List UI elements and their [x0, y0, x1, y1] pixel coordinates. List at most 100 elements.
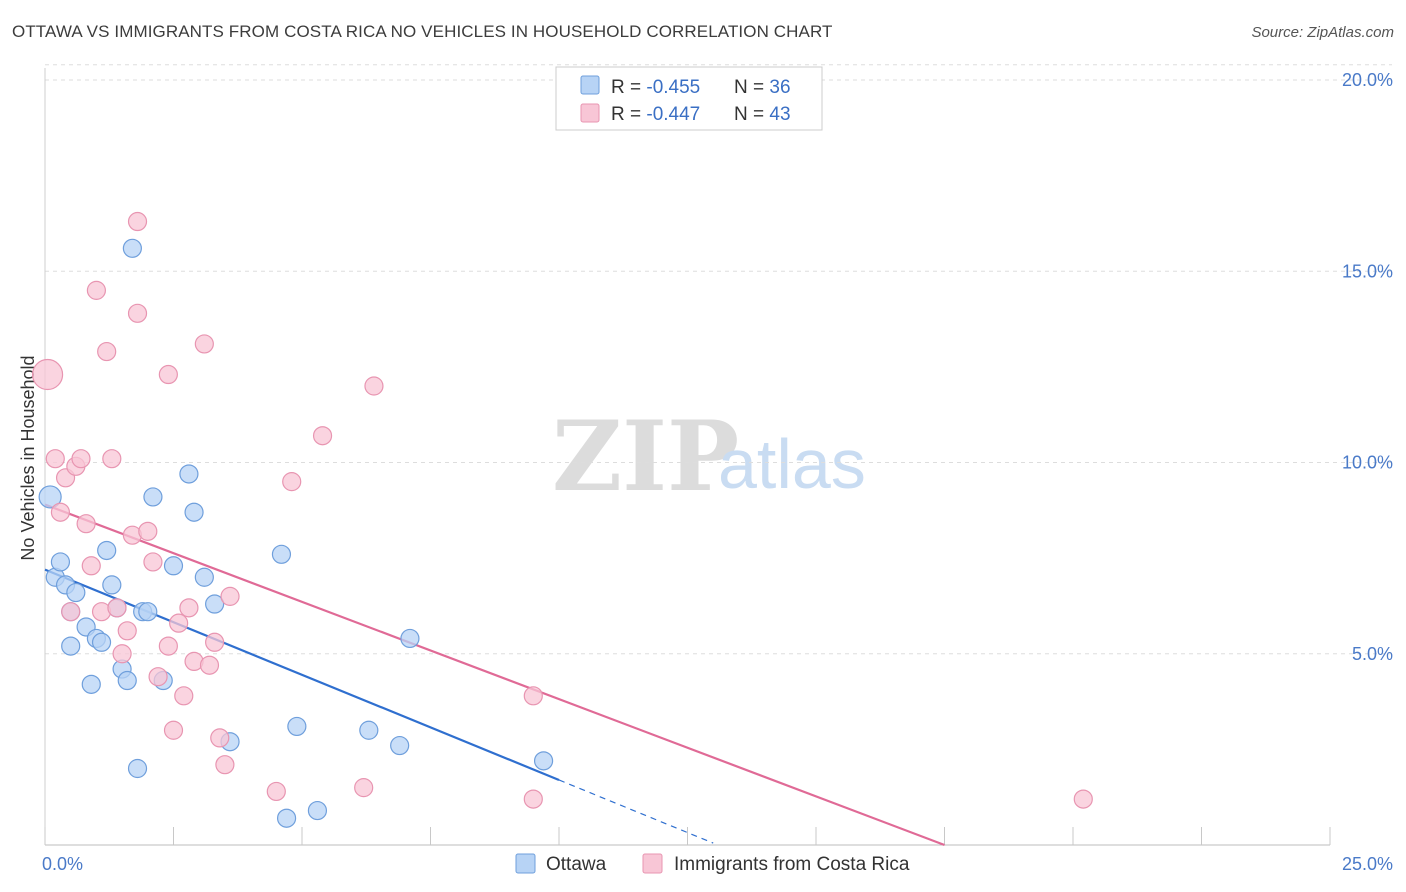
trendline-costa-rica — [44, 503, 945, 847]
y-tick-label-1: 10.0% — [1342, 453, 1393, 473]
costa-rica-point-26 — [174, 686, 194, 706]
ottawa-point-5 — [61, 636, 81, 656]
ottawa-point-24 — [184, 502, 204, 522]
costa-rica-point-2 — [50, 502, 71, 522]
watermark-zip: ZIP — [552, 400, 739, 513]
costa-rica-point-35 — [266, 781, 286, 802]
costa-rica-point-4 — [61, 602, 81, 622]
chart-title: OTTAWA VS IMMIGRANTS FROM COSTA RICA NO … — [12, 22, 833, 41]
ottawa-point-34 — [400, 628, 420, 649]
y-tick-label-0: 5.0% — [1352, 644, 1393, 664]
legend-n-value-2: 43 — [769, 104, 790, 125]
ottawa-point-2 — [50, 552, 71, 572]
legend-row-1-text: R = -0.455 — [611, 77, 700, 98]
y-tick-label-2: 15.0% — [1342, 261, 1393, 281]
ottawa-point-16 — [122, 238, 142, 258]
ottawa-point-32 — [359, 720, 379, 740]
bottom-legend-ottawa: Ottawa — [546, 854, 607, 875]
costa-rica-point-11 — [97, 341, 117, 362]
trendline-ottawa-extension — [558, 779, 714, 844]
costa-rica-point-42 — [1073, 789, 1093, 809]
ottawa-point-11 — [97, 540, 117, 561]
grid-lines — [45, 64, 1392, 655]
costa-rica-point-13 — [107, 598, 127, 618]
ottawa-point-35 — [533, 751, 554, 771]
axes — [44, 68, 1331, 846]
ottawa-point-31 — [307, 800, 328, 821]
costa-rica-point-36 — [282, 472, 302, 492]
legend-r-label-1: R = — [611, 77, 646, 98]
ottawa-point-29 — [276, 808, 297, 828]
chart-source: Source: ZipAtlas.com — [1251, 24, 1394, 41]
costa-rica-point-0 — [31, 358, 64, 391]
costa-rica-point-7 — [76, 514, 96, 534]
ottawa-point-19 — [138, 602, 158, 622]
costa-rica-point-21 — [148, 667, 168, 687]
costa-rica-point-25 — [169, 613, 189, 633]
bottom-legend-swatch-costa-rica — [642, 853, 663, 874]
costa-rica-point-1 — [45, 449, 65, 469]
ottawa-point-8 — [81, 674, 101, 694]
y-tick-labels: 5.0% 10.0% 15.0% 20.0% — [1342, 70, 1393, 664]
costa-rica-point-27 — [179, 598, 199, 618]
correlation-legend: R = -0.455 N = 36 R = -0.447 N = 43 — [555, 66, 823, 131]
watermark-atlas: atlas — [718, 425, 866, 503]
trendlines — [44, 503, 945, 847]
ottawa-point-10 — [91, 632, 112, 652]
ottawa-point-23 — [179, 464, 199, 484]
costa-rica-point-40 — [523, 686, 543, 706]
ottawa-point-22 — [163, 556, 184, 576]
ottawa-point-33 — [390, 735, 410, 756]
x-tick-label-0: 0.0% — [42, 854, 83, 874]
ottawa-point-25 — [194, 567, 214, 587]
ottawa-point-30 — [287, 716, 307, 737]
data-points — [31, 211, 1093, 828]
costa-rica-point-17 — [127, 303, 148, 323]
legend-row-1-n: N = 36 — [734, 77, 791, 98]
ottawa-point-26 — [205, 594, 225, 614]
legend-row-2-n: N = 43 — [734, 104, 791, 125]
costa-rica-point-30 — [199, 655, 220, 675]
y-axis-title: No Vehicles in Household — [18, 355, 38, 560]
costa-rica-point-12 — [102, 449, 122, 469]
costa-rica-point-41 — [523, 789, 543, 809]
y-tick-label-3: 20.0% — [1342, 70, 1393, 90]
x-tick-label-1: 25.0% — [1342, 854, 1393, 874]
costa-rica-point-22 — [158, 364, 178, 385]
legend-r-value-2: -0.447 — [646, 104, 700, 125]
legend-row-2-text: R = -0.447 — [611, 104, 700, 125]
costa-rica-point-23 — [158, 636, 178, 656]
legend-n-label-2: N = — [734, 104, 769, 125]
costa-rica-point-39 — [364, 376, 384, 396]
legend-r-label-2: R = — [611, 104, 646, 125]
ottawa-point-20 — [143, 487, 163, 507]
costa-rica-point-20 — [143, 552, 163, 572]
ottawa-point-28 — [271, 544, 292, 564]
costa-rica-point-29 — [194, 334, 214, 354]
ottawa-point-0 — [38, 485, 62, 509]
ottawa-point-15 — [117, 670, 137, 691]
costa-rica-point-18 — [127, 211, 148, 232]
costa-rica-point-32 — [210, 728, 230, 748]
legend-n-label-1: N = — [734, 77, 769, 98]
bottom-legend-costa-rica: Immigrants from Costa Rica — [674, 854, 910, 875]
costa-rica-point-8 — [81, 556, 101, 576]
ottawa-point-12 — [102, 575, 122, 595]
legend-swatch-costa-rica — [580, 103, 600, 123]
series-legend: Ottawa Immigrants from Costa Rica — [515, 853, 910, 875]
legend-swatch-ottawa — [580, 75, 600, 95]
trendline-ottawa — [44, 568, 560, 781]
costa-rica-point-38 — [354, 778, 374, 798]
legend-r-value-1: -0.455 — [646, 77, 700, 98]
costa-rica-point-34 — [220, 586, 240, 606]
x-tick-labels: 0.0% 25.0% — [42, 854, 1393, 874]
costa-rica-point-37 — [312, 426, 333, 446]
costa-rica-point-31 — [205, 632, 225, 652]
ottawa-point-6 — [66, 582, 86, 603]
costa-rica-point-14 — [112, 644, 132, 664]
costa-rica-point-19 — [138, 521, 158, 541]
ottawa-point-17 — [127, 758, 148, 779]
costa-rica-point-24 — [163, 720, 184, 740]
legend-n-value-1: 36 — [769, 77, 790, 98]
